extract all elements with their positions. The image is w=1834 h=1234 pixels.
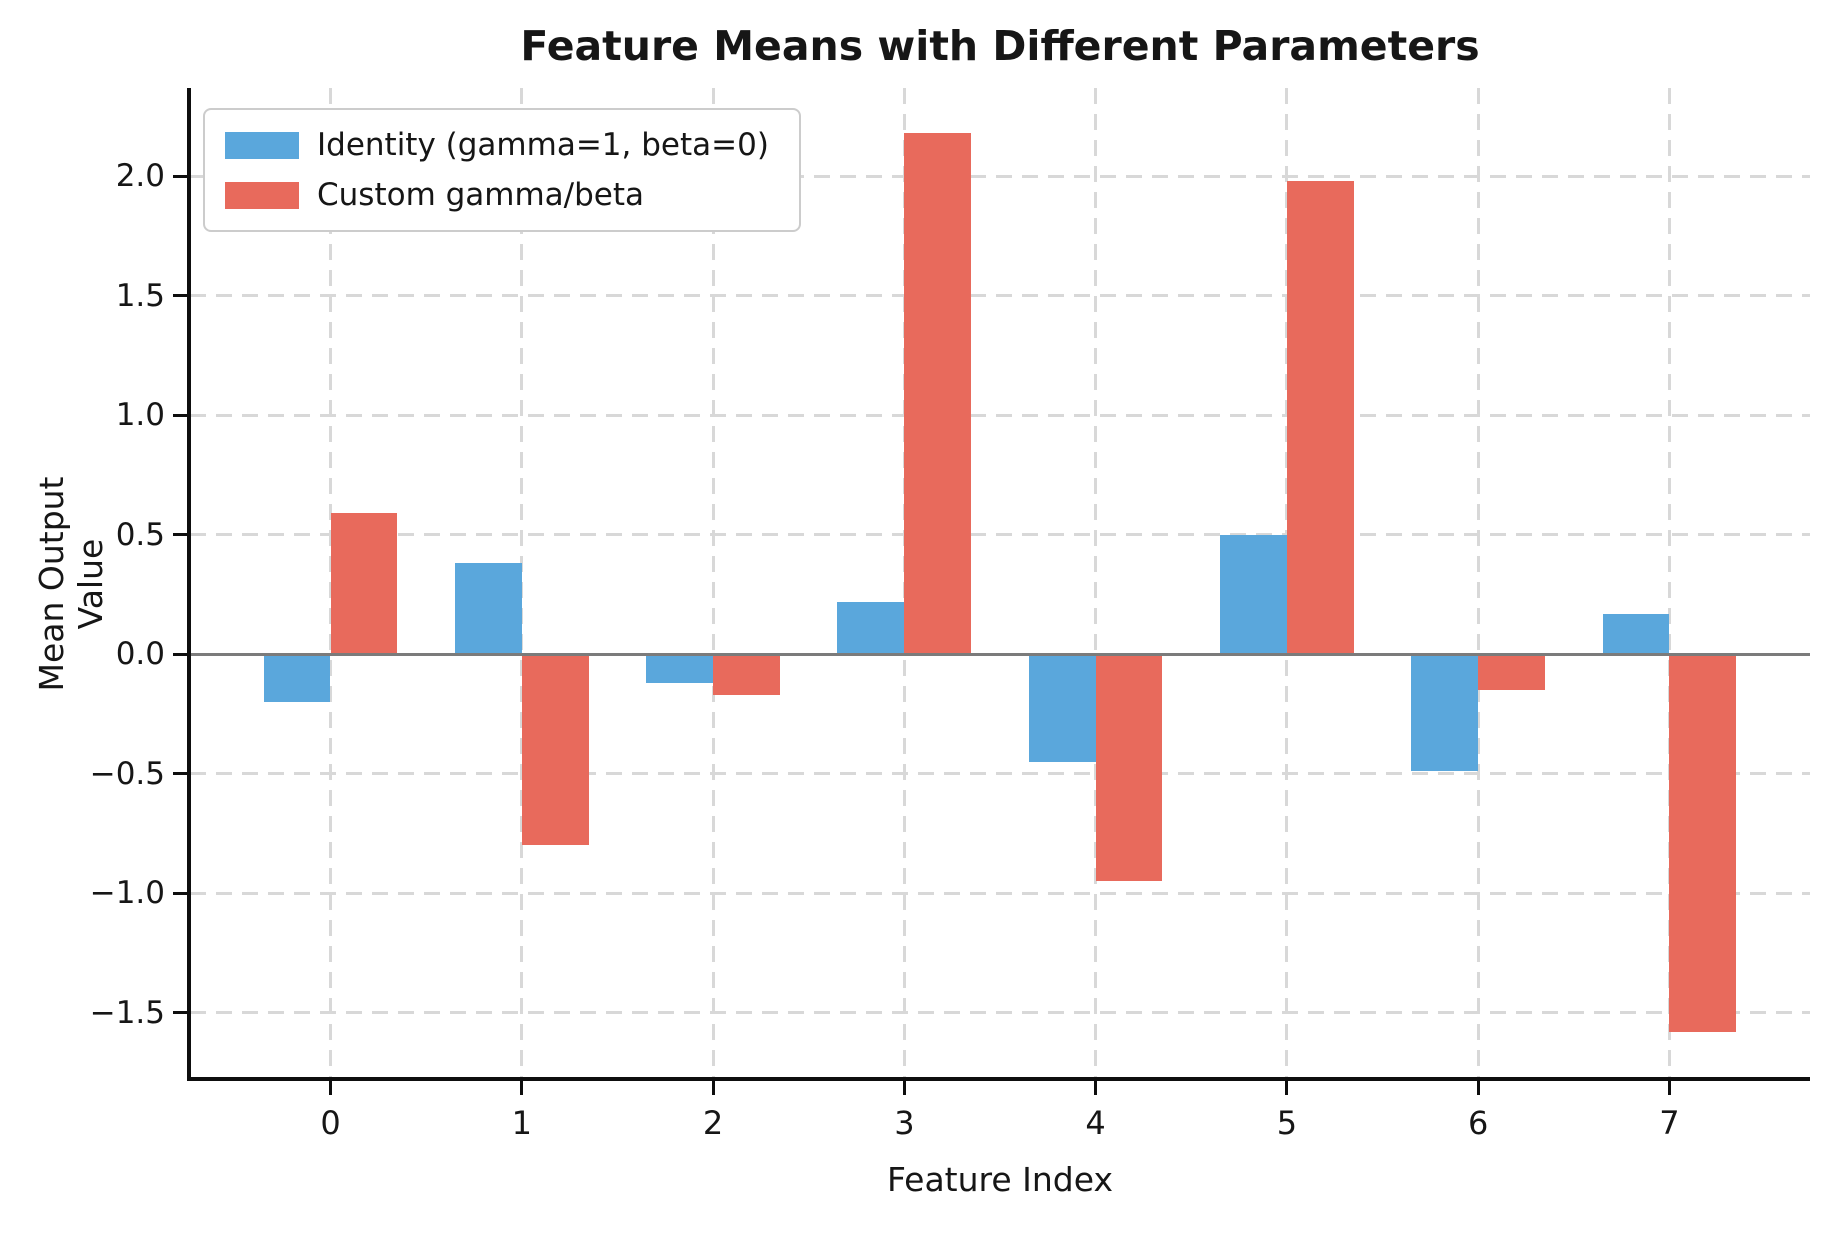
- legend-item-custom: Custom gamma/beta: [225, 177, 779, 213]
- xtick-6: [1476, 1081, 1480, 1095]
- xtick-label-2: 2: [702, 1104, 724, 1142]
- xtick-2: [711, 1081, 715, 1095]
- ytick-label-0.5: 0.5: [115, 516, 165, 553]
- bar-identity-4: [1028, 654, 1096, 762]
- ytick-label-0: 0.0: [115, 636, 165, 673]
- ytick--0.5: [173, 772, 188, 776]
- bar-identity-7: [1602, 613, 1670, 655]
- ytick-label--1: −1.0: [89, 875, 165, 912]
- bar-identity-5: [1220, 534, 1287, 655]
- gridline-y-2: [190, 174, 1810, 178]
- bar-identity-2: [646, 654, 714, 683]
- legend-swatch-identity: [225, 131, 299, 159]
- xtick-7: [1667, 1081, 1671, 1095]
- bar-custom-7: [1669, 654, 1737, 1032]
- xtick-label-7: 7: [1659, 1104, 1680, 1142]
- xtick-5: [1285, 1081, 1289, 1095]
- xtick-label-6: 6: [1468, 1104, 1489, 1142]
- gridline-y--1.5: [190, 1011, 1810, 1014]
- gridline-x-7: [1667, 88, 1671, 1077]
- ytick--1.5: [173, 1011, 188, 1014]
- x-axis-label: Feature Index: [886, 1160, 1114, 1199]
- legend-item-identity: Identity (gamma=1, beta=0): [225, 127, 779, 163]
- bottom-spine: [187, 1077, 1810, 1081]
- gridline-y--1: [190, 891, 1810, 895]
- bar-custom-4: [1095, 654, 1163, 882]
- xtick-label-1: 1: [511, 1104, 532, 1142]
- left-spine: [187, 88, 191, 1081]
- bar-identity-0: [263, 654, 331, 702]
- legend: Identity (gamma=1, beta=0) Custom gamma/…: [203, 108, 801, 232]
- ytick--1: [173, 891, 188, 895]
- bar-identity-3: [837, 601, 905, 655]
- bar-custom-1: [521, 654, 589, 846]
- ytick-0.5: [173, 533, 188, 537]
- gridline-y-0.5: [190, 533, 1810, 537]
- ytick-1: [173, 413, 188, 417]
- ytick-label--0.5: −0.5: [89, 755, 165, 792]
- gridline-x-1: [520, 88, 524, 1077]
- xtick-1: [520, 1081, 524, 1095]
- bar-custom-5: [1286, 181, 1354, 655]
- bar-custom-3: [904, 133, 972, 655]
- gridline-y-1.5: [190, 294, 1810, 298]
- ytick-1.5: [173, 294, 188, 298]
- xtick-label-3: 3: [894, 1104, 915, 1142]
- legend-label-custom: Custom gamma/beta: [317, 177, 645, 213]
- ytick-2: [173, 174, 188, 178]
- chart-title: Feature Means with Different Parameters: [520, 22, 1480, 70]
- ytick-label--1.5: −1.5: [89, 994, 165, 1031]
- gridline-y-1: [190, 413, 1810, 417]
- xtick-label-0: 0: [320, 1104, 341, 1142]
- bar-identity-6: [1411, 654, 1479, 772]
- bar-identity-1: [454, 563, 522, 655]
- title-area: Feature Means with Different Parameters: [190, 0, 1810, 80]
- bar-custom-0: [330, 513, 398, 655]
- zero-line: [190, 652, 1810, 656]
- ytick-0: [173, 652, 188, 656]
- gridline-x-6: [1476, 88, 1480, 1077]
- gridline-y--0.5: [190, 772, 1810, 776]
- ytick-label-1: 1.0: [115, 397, 165, 434]
- xtick-label-4: 4: [1085, 1104, 1106, 1142]
- ytick-label-2: 2.0: [115, 158, 165, 195]
- legend-label-identity: Identity (gamma=1, beta=0): [317, 127, 769, 163]
- bar-custom-2: [713, 654, 780, 695]
- legend-swatch-custom: [225, 181, 299, 209]
- bar-custom-6: [1478, 654, 1546, 690]
- gridline-x-2: [711, 88, 715, 1077]
- ytick-label-1.5: 1.5: [115, 277, 165, 314]
- xtick-3: [902, 1081, 906, 1095]
- xtick-4: [1094, 1081, 1098, 1095]
- xtick-0: [329, 1081, 333, 1095]
- gridline-x-4: [1094, 88, 1098, 1077]
- xtick-label-5: 5: [1276, 1104, 1298, 1142]
